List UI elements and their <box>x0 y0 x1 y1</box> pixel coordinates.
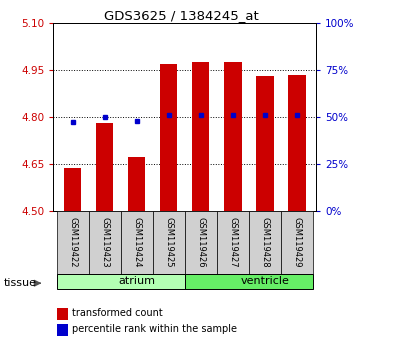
Text: tissue: tissue <box>4 278 37 288</box>
Text: GSM119423: GSM119423 <box>100 217 109 268</box>
Text: atrium: atrium <box>118 276 155 286</box>
Text: GSM119429: GSM119429 <box>292 217 301 268</box>
Text: GSM119425: GSM119425 <box>164 217 173 268</box>
Bar <box>192 62 209 211</box>
Text: ventricle: ventricle <box>240 276 289 286</box>
Text: GSM119426: GSM119426 <box>196 217 205 268</box>
Bar <box>224 62 241 211</box>
Bar <box>217 211 249 274</box>
Bar <box>249 211 281 274</box>
Text: GDS3625 / 1384245_at: GDS3625 / 1384245_at <box>104 9 259 22</box>
Bar <box>57 324 68 336</box>
Bar <box>96 123 113 211</box>
Bar <box>281 211 313 274</box>
Text: percentile rank within the sample: percentile rank within the sample <box>72 324 237 334</box>
Bar <box>256 76 274 211</box>
Bar <box>64 169 81 211</box>
Bar <box>88 211 120 274</box>
Bar <box>185 211 217 274</box>
Text: GSM119424: GSM119424 <box>132 217 141 268</box>
Text: GSM119422: GSM119422 <box>68 217 77 268</box>
Text: transformed count: transformed count <box>72 308 163 318</box>
Bar <box>152 211 184 274</box>
Text: GSM119427: GSM119427 <box>228 217 237 268</box>
Bar <box>288 75 306 211</box>
Bar <box>56 211 88 274</box>
Bar <box>120 211 152 274</box>
Bar <box>57 308 68 320</box>
Bar <box>56 274 185 289</box>
Bar <box>160 64 177 211</box>
Text: GSM119428: GSM119428 <box>260 217 269 268</box>
Bar <box>185 274 313 289</box>
Bar <box>128 158 145 211</box>
